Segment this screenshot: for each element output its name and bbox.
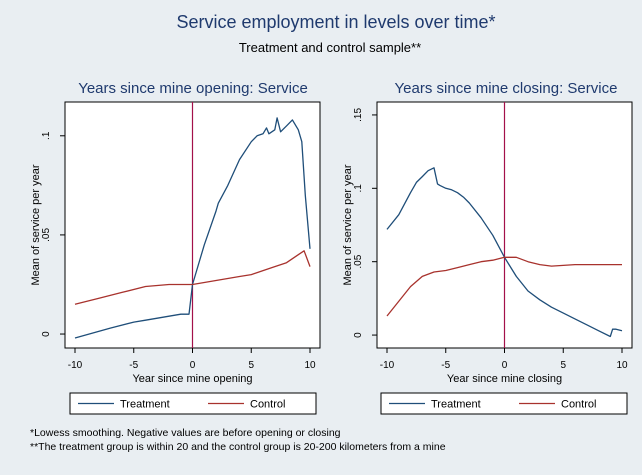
x-tick-label: -10 bbox=[380, 360, 395, 371]
legend-box bbox=[69, 392, 317, 415]
y-axis-label: Mean of service per year bbox=[30, 164, 42, 285]
y-tick-label: .05 bbox=[353, 254, 364, 268]
legend: Treatment Control bbox=[69, 392, 317, 415]
panel-title: Years since mine opening: Service bbox=[78, 80, 308, 97]
x-tick-label: 10 bbox=[616, 360, 628, 371]
y-tick-label: .05 bbox=[41, 228, 52, 242]
footnote-sample: **The treatment group is within 20 and t… bbox=[30, 441, 446, 453]
x-tick-label: 0 bbox=[190, 360, 196, 371]
x-tick-label: -10 bbox=[68, 360, 83, 371]
legend-box bbox=[380, 392, 628, 415]
legend-label-treatment: Treatment bbox=[431, 399, 481, 411]
y-axis-label: Mean of service per year bbox=[342, 164, 354, 285]
panel-1: Years since mine opening: Service 0 .05 .1 -… bbox=[30, 80, 321, 415]
x-tick-label: 5 bbox=[560, 360, 566, 371]
series-line-treatment bbox=[386, 167, 623, 338]
panel-title: Years since mine closing: Service bbox=[395, 80, 618, 97]
x-tick-label: -5 bbox=[129, 360, 138, 371]
x-axis-label: Year since mine closing bbox=[447, 373, 562, 385]
x-tick-label: 0 bbox=[502, 360, 508, 371]
y-tick-label: .1 bbox=[41, 131, 52, 140]
figure-subtitle: Treatment and control sample** bbox=[239, 40, 421, 55]
y-tick-label: .1 bbox=[353, 184, 364, 193]
x-axis-label: Year since mine opening bbox=[132, 373, 252, 385]
y-tick-label: 0 bbox=[41, 331, 52, 337]
legend-label-control: Control bbox=[250, 399, 285, 411]
series-line-control bbox=[386, 256, 622, 317]
legend-label-treatment: Treatment bbox=[120, 399, 170, 411]
footnote-smoothing: *Lowess smoothing. Negative values are b… bbox=[30, 427, 341, 439]
legend: Treatment Control bbox=[380, 392, 628, 415]
figure-title: Service employment in levels over time* bbox=[176, 12, 495, 32]
x-tick-label: 10 bbox=[304, 360, 316, 371]
series-line-treatment bbox=[74, 117, 311, 339]
y-tick-label: .15 bbox=[353, 108, 364, 122]
x-tick-label: 5 bbox=[248, 360, 254, 371]
legend-label-control: Control bbox=[561, 399, 596, 411]
series-line-control bbox=[74, 250, 311, 305]
panel-2: Years since mine closing: Service 0 .05 .1.… bbox=[342, 80, 633, 415]
y-tick-label: 0 bbox=[353, 332, 364, 338]
x-tick-label: -5 bbox=[441, 360, 450, 371]
